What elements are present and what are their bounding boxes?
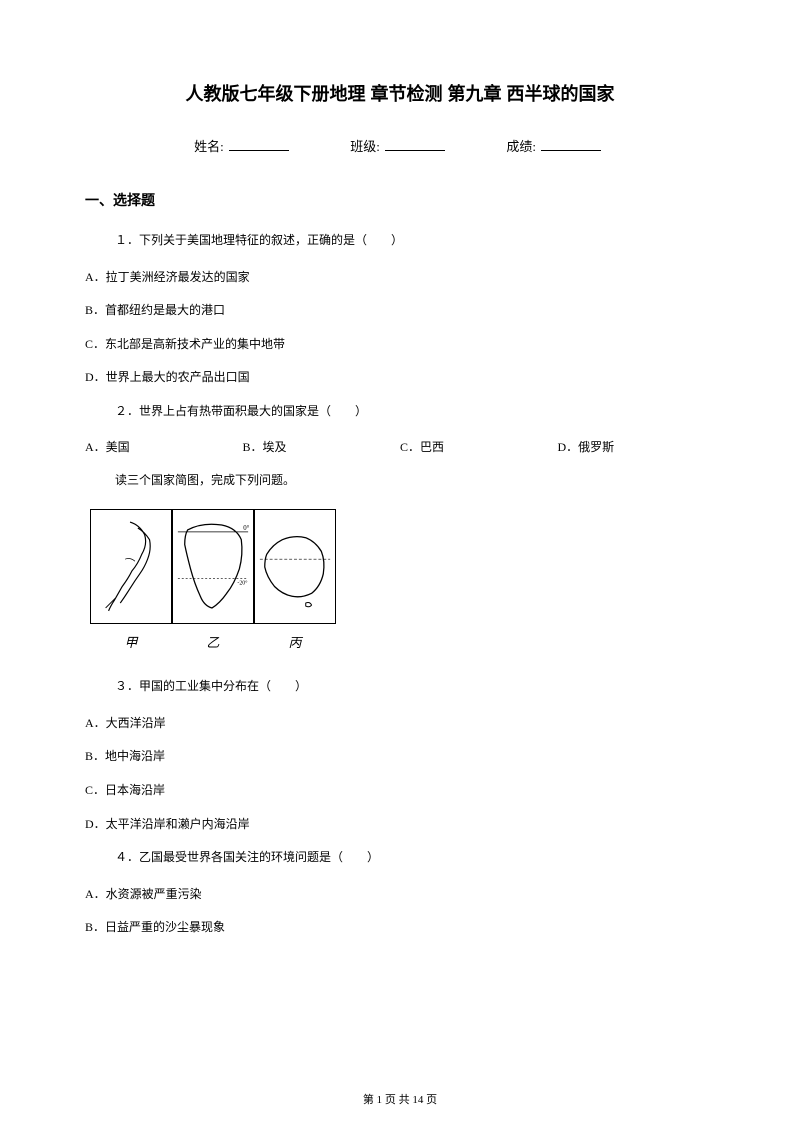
q1-option-a: A．拉丁美洲经济最发达的国家 [85,267,715,289]
score-label: 成绩: [506,139,536,154]
q3-option-a: A．大西洋沿岸 [85,713,715,735]
q1-option-d: D．世界上最大的农产品出口国 [85,367,715,389]
q3-option-d: D．太平洋沿岸和濑户内海沿岸 [85,814,715,836]
class-blank[interactable] [385,150,445,151]
svg-text:-20°: -20° [237,580,248,587]
map-australia [254,509,336,624]
map-japan [90,509,172,624]
q2-option-a: A．美国 [85,438,243,455]
page-footer: 第 1 页 共 14 页 [0,1091,800,1107]
question-2: ２．世界上占有热带面积最大的国家是（ ） [85,401,715,423]
question-1: １．下列关于美国地理特征的叙述，正确的是（ ） [85,230,715,252]
map-labels: 甲 乙 丙 [85,632,715,651]
q2-option-b: B．埃及 [243,438,401,455]
q2-options: A．美国 B．埃及 C．巴西 D．俄罗斯 [85,438,715,455]
class-label: 班级: [350,139,380,154]
maps-row: 0° -20° [85,509,715,624]
svg-text:0°: 0° [243,525,249,532]
section-title: 一、选择题 [85,190,715,210]
question-4: ４．乙国最受世界各国关注的环境问题是（ ） [85,847,715,869]
question-3: ３．甲国的工业集中分布在（ ） [85,676,715,698]
map-label-3: 丙 [254,632,336,651]
q4-option-b: B．日益严重的沙尘暴现象 [85,917,715,939]
name-blank[interactable] [229,150,289,151]
q3-option-b: B．地中海沿岸 [85,746,715,768]
q2-option-d: D．俄罗斯 [558,438,716,455]
q3-option-c: C．日本海沿岸 [85,780,715,802]
q1-option-b: B．首都纽约是最大的港口 [85,300,715,322]
map-brazil: 0° -20° [172,509,254,624]
map-label-2: 乙 [172,632,254,651]
name-label: 姓名: [194,139,224,154]
page-title: 人教版七年级下册地理 章节检测 第九章 西半球的国家 [85,80,715,106]
q2-option-c: C．巴西 [400,438,558,455]
q4-option-a: A．水资源被严重污染 [85,884,715,906]
student-info: 姓名: 班级: 成绩: [85,136,715,155]
q1-option-c: C．东北部是高新技术产业的集中地带 [85,334,715,356]
instruction: 读三个国家简图，完成下列问题。 [85,470,715,492]
map-label-1: 甲 [90,632,172,651]
score-blank[interactable] [541,150,601,151]
